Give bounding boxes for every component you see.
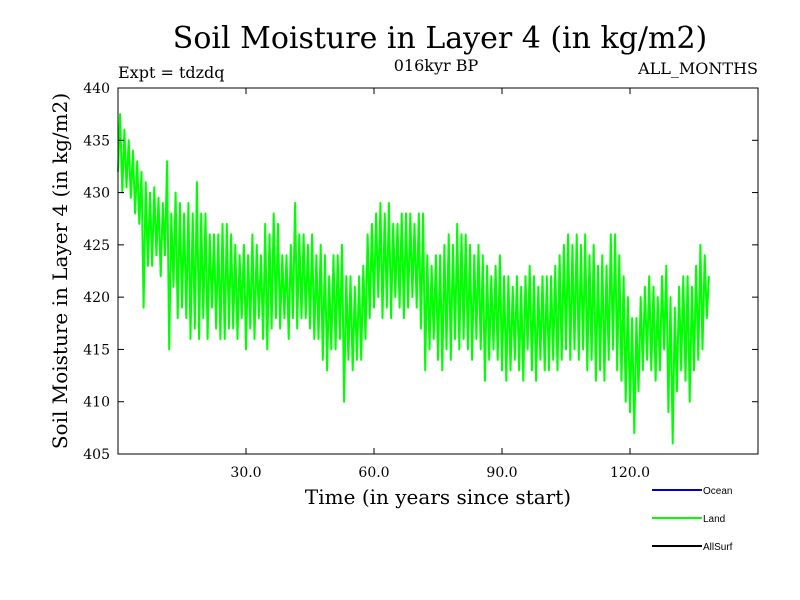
- y-tick-label: 420: [83, 290, 110, 306]
- y-tick-label: 415: [83, 342, 110, 358]
- y-tick-label: 430: [83, 186, 110, 202]
- data-lines: [117, 113, 710, 445]
- y-tick-label: 405: [83, 447, 110, 463]
- y-tick-label: 410: [83, 395, 110, 411]
- x-tick-label: 60.0: [358, 465, 389, 481]
- legend-label-allsurf: AllSurf: [703, 542, 733, 553]
- plot-frame: [117, 87, 759, 455]
- chart-subtitle: 016kyr BP: [394, 56, 479, 75]
- y-tick-label: 435: [83, 133, 110, 149]
- y-tick-label: 425: [83, 238, 110, 254]
- y-axis-label: Soil Moisture in Layer 4 (in kg/m2): [48, 93, 72, 449]
- x-axis-label: Time (in years since start): [305, 485, 571, 509]
- legend: Ocean Land AllSurf: [652, 486, 733, 553]
- y-tick-label: 440: [83, 81, 110, 97]
- x-tick-label: 90.0: [486, 465, 517, 481]
- legend-label-land: Land: [703, 514, 725, 525]
- experiment-label: Expt = tdzdq: [118, 63, 225, 82]
- series-line-land: [117, 113, 710, 445]
- x-tick-label: 120.0: [610, 465, 650, 481]
- chart-title: Soil Moisture in Layer 4 (in kg/m2): [173, 21, 707, 56]
- months-label: ALL_MONTHS: [637, 59, 758, 78]
- axis-ticks: 405 410 415 420 425 430 435 440 30.0 60.0 90.0 120.…: [83, 81, 758, 481]
- x-tick-label: 30.0: [230, 465, 261, 481]
- legend-label-ocean: Ocean: [703, 486, 732, 497]
